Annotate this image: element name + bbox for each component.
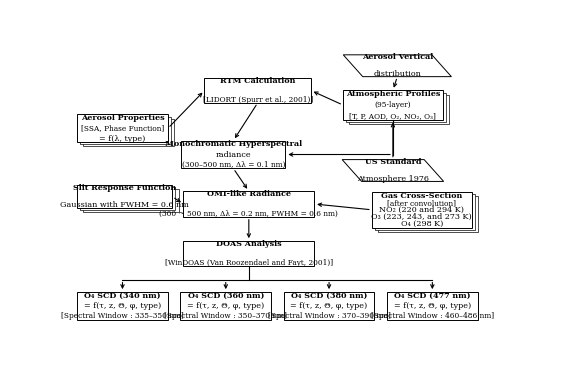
Text: O₄ SCD (360 nm): O₄ SCD (360 nm)	[188, 291, 264, 299]
Text: = f(λ, type): = f(λ, type)	[100, 135, 146, 143]
Text: (300 ~ 500 nm, Δλ = 0.2 nm, FWHM = 0.6 nm): (300 ~ 500 nm, Δλ = 0.2 nm, FWHM = 0.6 n…	[160, 210, 338, 218]
Bar	[375, 194, 475, 230]
Text: O₄ SCD (380 nm): O₄ SCD (380 nm)	[291, 291, 367, 299]
Bar	[387, 292, 478, 320]
Text: O₄ SCD (477 nm): O₄ SCD (477 nm)	[394, 291, 471, 299]
Text: [Spectral Window : 370–390 nm]: [Spectral Window : 370–390 nm]	[268, 312, 391, 321]
Bar	[80, 116, 171, 144]
Text: Atmospheric Profiles: Atmospheric Profiles	[345, 90, 440, 98]
Text: US Standard: US Standard	[364, 158, 421, 166]
Text: Aerosol Properties: Aerosol Properties	[81, 114, 164, 122]
Text: distribution: distribution	[374, 70, 421, 78]
Text: OMI-like Radiance: OMI-like Radiance	[207, 190, 291, 198]
Text: DOAS Analysis: DOAS Analysis	[216, 240, 281, 248]
Text: = f(τ, z, Θ, φ, type): = f(τ, z, Θ, φ, type)	[394, 302, 471, 310]
Text: O₄ SCD (340 nm): O₄ SCD (340 nm)	[84, 291, 161, 299]
Text: (95-layer): (95-layer)	[375, 101, 411, 109]
Bar	[84, 119, 174, 146]
Text: Monochromatic Hyperspectral: Monochromatic Hyperspectral	[165, 140, 302, 148]
Bar	[184, 191, 314, 217]
Text: = f(τ, z, Θ, φ, type): = f(τ, z, Θ, φ, type)	[84, 302, 161, 310]
Text: NO₂ (220 and 294 K): NO₂ (220 and 294 K)	[379, 206, 464, 214]
Bar	[77, 292, 168, 320]
Bar	[378, 196, 478, 232]
Text: = f(τ, z, Θ, φ, type): = f(τ, z, Θ, φ, type)	[187, 302, 264, 310]
Text: Gas Cross-Section: Gas Cross-Section	[381, 192, 462, 200]
Text: [WinDOAS (Van Roozendael and Fayt, 2001)]: [WinDOAS (Van Roozendael and Fayt, 2001)…	[165, 259, 333, 267]
Bar	[346, 93, 446, 122]
Text: [Spectral Window : 350–370 nm]: [Spectral Window : 350–370 nm]	[164, 312, 287, 321]
Text: Gaussian with FWHM = 0.6 nm: Gaussian with FWHM = 0.6 nm	[60, 201, 189, 209]
Text: [Spectral Window : 335–350 nm]: [Spectral Window : 335–350 nm]	[61, 312, 184, 321]
Bar	[372, 192, 471, 228]
Text: [SSA, Phase Function]: [SSA, Phase Function]	[81, 124, 164, 132]
Text: O₃ (223, 243, and 273 K): O₃ (223, 243, and 273 K)	[371, 213, 472, 221]
Bar	[180, 292, 271, 320]
Text: radiance: radiance	[216, 150, 251, 158]
Bar	[343, 90, 443, 119]
Bar	[77, 185, 172, 208]
Bar	[284, 292, 375, 320]
Text: [after convolution]: [after convolution]	[387, 199, 456, 207]
Bar	[80, 187, 176, 210]
Polygon shape	[342, 160, 444, 181]
Text: RTM Calculation: RTM Calculation	[220, 77, 295, 85]
Bar	[349, 94, 449, 124]
Bar	[205, 78, 311, 103]
Polygon shape	[343, 55, 451, 77]
Bar	[181, 141, 285, 168]
Text: Atmosphere 1976: Atmosphere 1976	[357, 175, 429, 183]
Text: O₄ (298 K): O₄ (298 K)	[400, 220, 443, 228]
Bar	[77, 115, 168, 142]
Bar	[84, 189, 178, 212]
Text: Slit Response Function: Slit Response Function	[73, 184, 176, 192]
Text: [Spectral Window : 460–486 nm]: [Spectral Window : 460–486 nm]	[371, 312, 494, 321]
Text: (300–500 nm, Δλ = 0.1 nm): (300–500 nm, Δλ = 0.1 nm)	[181, 161, 285, 169]
Bar	[184, 241, 314, 266]
Text: Aerosol Vertical: Aerosol Vertical	[362, 53, 433, 62]
Text: [LIDORT (Spurr et al., 2001)]: [LIDORT (Spurr et al., 2001)]	[202, 96, 313, 104]
Text: [T, P, AOD, O₂, NO₂, O₃]: [T, P, AOD, O₂, NO₂, O₃]	[349, 112, 436, 120]
Text: = f(τ, z, Θ, φ, type): = f(τ, z, Θ, φ, type)	[291, 302, 368, 310]
